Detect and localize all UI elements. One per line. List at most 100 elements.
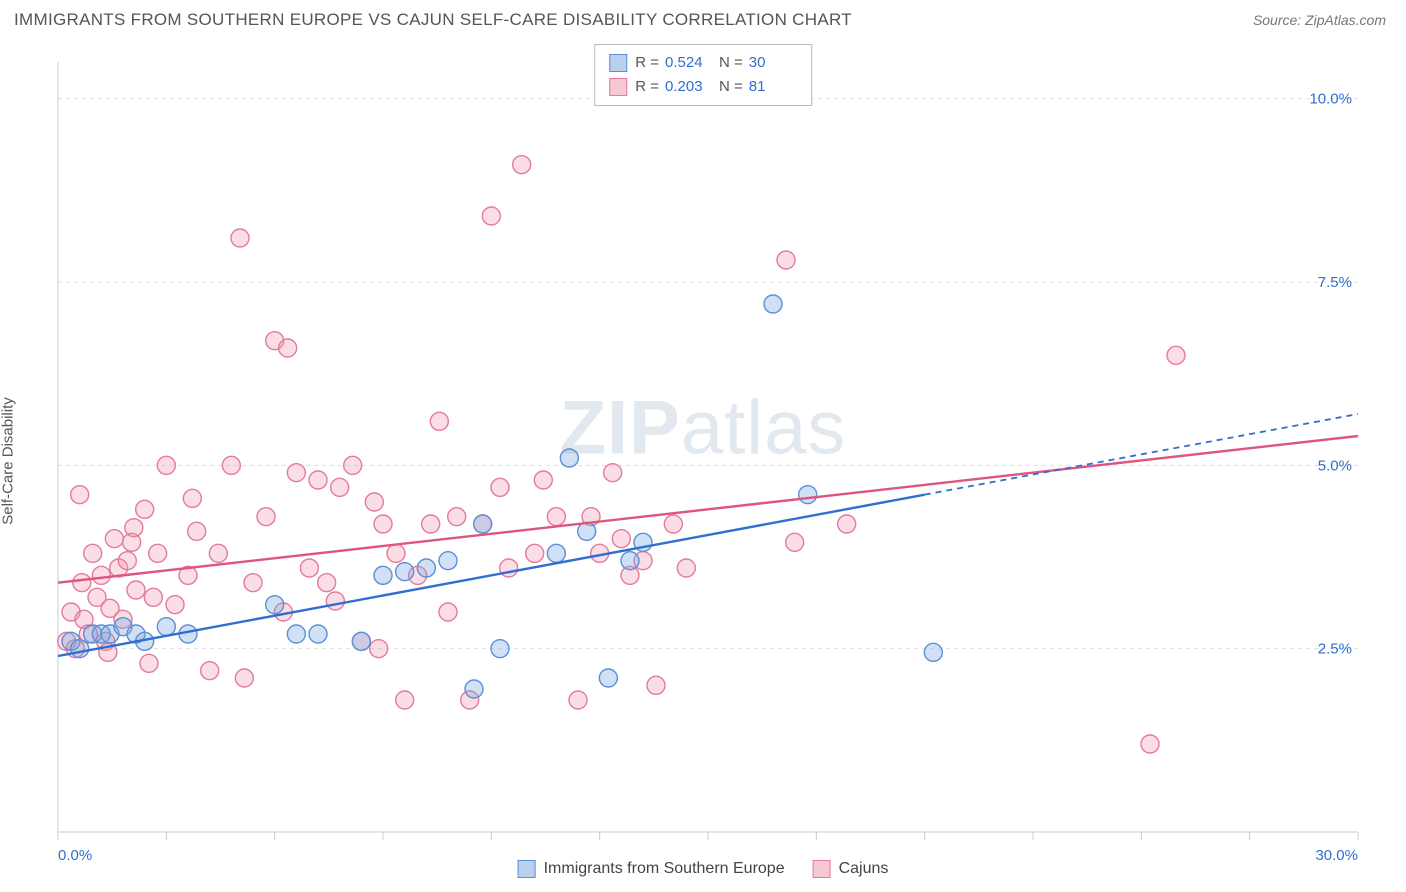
n-value: 81	[749, 75, 797, 99]
data-point	[599, 669, 617, 687]
r-label: R =	[635, 75, 659, 99]
data-point	[257, 508, 275, 526]
data-point	[396, 563, 414, 581]
chart-header: IMMIGRANTS FROM SOUTHERN EUROPE VS CAJUN…	[0, 0, 1406, 34]
chart-title: IMMIGRANTS FROM SOUTHERN EUROPE VS CAJUN…	[14, 10, 852, 30]
data-point	[764, 295, 782, 313]
data-point	[838, 515, 856, 533]
legend-swatch	[813, 860, 831, 878]
data-point	[534, 471, 552, 489]
trend-line-extrapolated	[925, 414, 1358, 495]
data-point	[149, 544, 167, 562]
data-point	[144, 588, 162, 606]
n-label: N =	[719, 75, 743, 99]
data-point	[491, 640, 509, 658]
data-point	[300, 559, 318, 577]
data-point	[92, 566, 110, 584]
legend-row: R =0.203N =81	[609, 75, 797, 99]
data-point	[417, 559, 435, 577]
data-point	[439, 603, 457, 621]
data-point	[244, 574, 262, 592]
data-point	[924, 643, 942, 661]
data-point	[157, 456, 175, 474]
y-tick-label: 10.0%	[1309, 91, 1352, 108]
data-point	[209, 544, 227, 562]
source-credit: Source: ZipAtlas.com	[1253, 12, 1386, 28]
data-point	[374, 515, 392, 533]
data-point	[439, 552, 457, 570]
data-point	[136, 500, 154, 518]
data-point	[569, 691, 587, 709]
data-point	[396, 691, 414, 709]
series-legend-item: Immigrants from Southern Europe	[518, 860, 785, 878]
data-point	[287, 625, 305, 643]
data-point	[73, 574, 91, 592]
legend-swatch	[609, 54, 627, 72]
data-point	[105, 530, 123, 548]
series-legend-item: Cajuns	[813, 860, 889, 878]
legend-stats: R =0.524N =30	[635, 51, 797, 75]
source-label: Source:	[1253, 12, 1301, 28]
data-point	[547, 508, 565, 526]
data-point	[222, 456, 240, 474]
x-tick-label: 30.0%	[1315, 847, 1358, 864]
data-point	[448, 508, 466, 526]
data-point	[799, 486, 817, 504]
data-point	[491, 478, 509, 496]
trend-line	[58, 436, 1358, 583]
data-point	[526, 544, 544, 562]
data-point	[326, 592, 344, 610]
data-point	[188, 522, 206, 540]
series-legend-label: Immigrants from Southern Europe	[544, 860, 785, 878]
data-point	[677, 559, 695, 577]
data-point	[474, 515, 492, 533]
legend-row: R =0.524N =30	[609, 51, 797, 75]
data-point	[422, 515, 440, 533]
data-point	[387, 544, 405, 562]
legend-swatch	[609, 78, 627, 96]
data-point	[344, 456, 362, 474]
data-point	[309, 625, 327, 643]
data-point	[118, 552, 136, 570]
chart-area: Self-Care Disability 2.5%5.0%7.5%10.0%0.…	[14, 44, 1392, 878]
data-point	[352, 632, 370, 650]
data-point	[365, 493, 383, 511]
data-point	[140, 654, 158, 672]
data-point	[777, 251, 795, 269]
r-value: 0.203	[665, 75, 713, 99]
scatter-chart: 2.5%5.0%7.5%10.0%0.0%30.0%	[14, 44, 1392, 878]
data-point	[560, 449, 578, 467]
y-tick-label: 7.5%	[1318, 274, 1352, 291]
data-point	[183, 489, 201, 507]
data-point	[374, 566, 392, 584]
data-point	[331, 478, 349, 496]
data-point	[664, 515, 682, 533]
data-point	[127, 581, 145, 599]
data-point	[309, 471, 327, 489]
data-point	[465, 680, 483, 698]
data-point	[84, 544, 102, 562]
y-tick-label: 5.0%	[1318, 457, 1352, 474]
data-point	[621, 552, 639, 570]
data-point	[786, 533, 804, 551]
x-tick-label: 0.0%	[58, 847, 92, 864]
data-point	[1141, 735, 1159, 753]
legend-swatch	[518, 860, 536, 878]
data-point	[266, 596, 284, 614]
data-point	[547, 544, 565, 562]
data-point	[513, 156, 531, 174]
data-point	[1167, 346, 1185, 364]
data-point	[231, 229, 249, 247]
data-point	[279, 339, 297, 357]
data-point	[647, 676, 665, 694]
data-point	[201, 662, 219, 680]
data-point	[430, 412, 448, 430]
data-point	[166, 596, 184, 614]
legend-stats: R =0.203N =81	[635, 75, 797, 99]
series-legend-label: Cajuns	[839, 860, 889, 878]
series-legend: Immigrants from Southern Europe Cajuns	[518, 860, 889, 878]
n-label: N =	[719, 51, 743, 75]
data-point	[287, 464, 305, 482]
data-point	[318, 574, 336, 592]
data-point	[71, 486, 89, 504]
